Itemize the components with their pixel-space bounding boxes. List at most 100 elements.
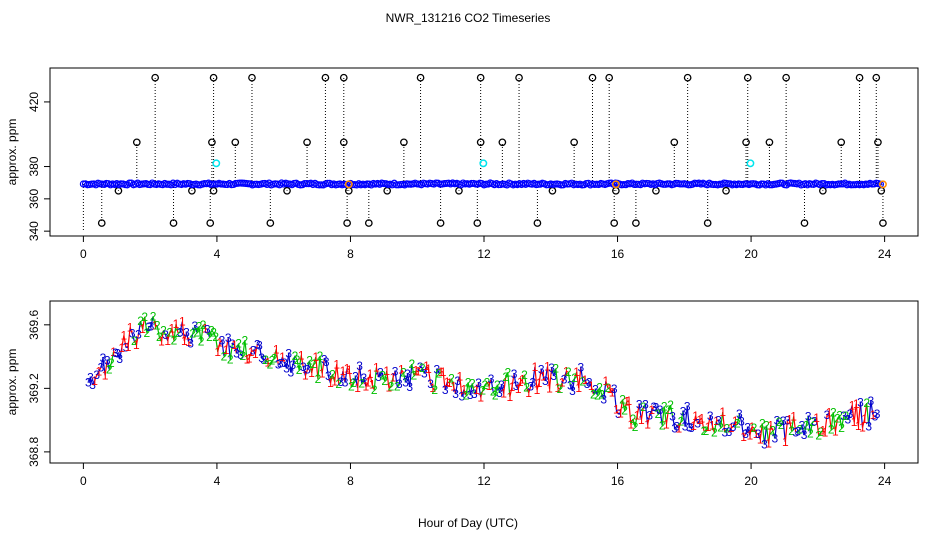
figure-title: NWR_131216 CO2 Timeseries bbox=[386, 11, 551, 25]
top-outlier-mid-13 bbox=[874, 138, 882, 147]
bottom-x-tick-label-0: 0 bbox=[80, 474, 87, 488]
bottom-series-segment-13 bbox=[113, 351, 116, 354]
bottom-series-segment-93 bbox=[279, 356, 284, 364]
bottom-series-segment-372 bbox=[861, 418, 866, 428]
bottom-series-segment-341 bbox=[797, 428, 801, 432]
bottom-series-segment-359 bbox=[834, 418, 839, 432]
bottom-series-segment-249 bbox=[605, 381, 609, 389]
top-baseline-point-337 bbox=[782, 181, 791, 189]
bottom-series-segment-231 bbox=[567, 371, 571, 386]
bottom-series-segment-37 bbox=[162, 330, 167, 336]
bottom-series-segment-190 bbox=[482, 384, 486, 391]
top-outlier-mid-9 bbox=[670, 138, 679, 147]
bottom-series-segment-340 bbox=[795, 430, 799, 433]
bottom-series-segment-298 bbox=[707, 415, 711, 427]
top-outlier-low-4 bbox=[343, 219, 351, 227]
bottom-series-segment-196 bbox=[494, 384, 498, 396]
bottom-x-tick-label-3: 12 bbox=[477, 474, 491, 488]
bottom-series-segment-52 bbox=[194, 325, 198, 333]
bottom-series-segment-287 bbox=[684, 406, 688, 427]
top-outlier-high-3 bbox=[321, 73, 330, 82]
bottom-series-segment-254 bbox=[615, 409, 619, 415]
bottom-series-segment-165 bbox=[430, 383, 434, 389]
bottom-series-segment-343 bbox=[801, 425, 805, 436]
bottom-series-segment-102 bbox=[298, 355, 302, 371]
bottom-series-segment-334 bbox=[782, 421, 786, 442]
bottom-series-segment-117 bbox=[329, 374, 334, 384]
bottom-series-segment-110 bbox=[315, 356, 319, 379]
bottom-series-segment-111 bbox=[317, 355, 321, 379]
bottom-series-segment-78 bbox=[248, 351, 252, 359]
bottom-x-tick-label-5: 20 bbox=[744, 474, 758, 488]
bottom-series-segment-185 bbox=[471, 383, 475, 395]
bottom-series-segment-346 bbox=[807, 416, 811, 434]
bottom-series-segment-61 bbox=[213, 332, 217, 338]
top-outlier-low-11 bbox=[703, 219, 712, 227]
bottom-series-segment-32 bbox=[152, 316, 156, 326]
top-outlier-high-11 bbox=[743, 73, 752, 82]
bottom-series-segment-99 bbox=[292, 355, 296, 366]
bottom-series-segment-4 bbox=[94, 374, 98, 382]
bottom-series-segment-39 bbox=[167, 332, 171, 341]
bottom-series-segment-273 bbox=[655, 407, 659, 415]
bottom-series-segment-72 bbox=[235, 343, 240, 354]
bottom-series-segment-198 bbox=[498, 384, 503, 393]
bottom-series-segment-168 bbox=[436, 369, 440, 374]
bottom-series-segment-282 bbox=[674, 426, 678, 429]
top-outlier-high-5 bbox=[416, 73, 425, 82]
bottom-series-segment-79 bbox=[250, 350, 254, 353]
top-x-tick-label-5: 20 bbox=[744, 247, 758, 261]
bottom-series-segment-305 bbox=[722, 412, 726, 433]
top-outlier-low-9 bbox=[610, 219, 619, 227]
top-outlier-low-6 bbox=[436, 219, 445, 227]
bottom-series-segment-253 bbox=[613, 388, 617, 410]
bottom-series-segment-11 bbox=[108, 363, 112, 370]
bottom-series-segment-16 bbox=[119, 347, 123, 360]
bottom-series-segment-266 bbox=[640, 406, 645, 421]
bottom-series-segment-223 bbox=[551, 367, 555, 377]
top-outlier-high-14 bbox=[872, 73, 881, 82]
bottom-series-segment-335 bbox=[784, 420, 788, 442]
bottom-series-segment-286 bbox=[682, 411, 686, 427]
bottom-series-segment-276 bbox=[661, 406, 665, 426]
bottom-series-segment-59 bbox=[208, 330, 213, 338]
bottom-series-segment-81 bbox=[254, 344, 258, 355]
bottom-series-segment-263 bbox=[634, 415, 638, 427]
top-x-tick-label-2: 8 bbox=[347, 247, 354, 261]
bottom-series-segment-108 bbox=[311, 363, 315, 374]
top-outlier-high-4 bbox=[339, 73, 348, 82]
top-outlier-mid-3 bbox=[303, 138, 311, 147]
bottom-series-segment-338 bbox=[790, 416, 795, 431]
bottom-series-segment-356 bbox=[828, 412, 832, 430]
bottom-series-segment-76 bbox=[244, 340, 248, 360]
bottom-series-segment-378 bbox=[874, 413, 878, 418]
bottom-series-segment-27 bbox=[142, 316, 146, 330]
bottom-series-segment-245 bbox=[596, 387, 601, 396]
top-outlier-low-12 bbox=[800, 219, 809, 227]
bottom-series-segment-284 bbox=[678, 421, 682, 429]
bottom-series-segment-325 bbox=[763, 425, 768, 445]
bottom-series-segment-350 bbox=[815, 417, 820, 436]
bottom-series-segment-370 bbox=[857, 402, 862, 427]
top-orange-point-2 bbox=[878, 180, 887, 189]
bottom-series-segment-97 bbox=[288, 353, 292, 373]
bottom-series-segment-313 bbox=[738, 413, 743, 422]
bottom-y-tick-label-0: 368.8 bbox=[27, 437, 41, 467]
bottom-series-segment-184 bbox=[469, 383, 473, 396]
bottom-series-segment-362 bbox=[841, 416, 845, 429]
bottom-series-segment-324 bbox=[761, 423, 766, 445]
bottom-series-segment-361 bbox=[838, 415, 843, 429]
x-axis-label: Hour of Day (UTC) bbox=[418, 516, 518, 530]
bottom-series-segment-258 bbox=[624, 401, 628, 411]
bottom-series-segment-280 bbox=[669, 404, 674, 417]
bottom-series-segment-86 bbox=[265, 359, 269, 363]
top-x-tick-label-4: 16 bbox=[611, 247, 625, 261]
top-x-tick-label-3: 12 bbox=[477, 247, 491, 261]
top-outlier-near-11 bbox=[819, 186, 827, 195]
bottom-series-segment-317 bbox=[747, 427, 751, 436]
top-cyan-point-2 bbox=[746, 159, 755, 168]
top-outlier-high-10 bbox=[683, 73, 692, 82]
top-outlier-low-3 bbox=[266, 219, 275, 227]
bottom-series-segment-211 bbox=[526, 387, 530, 394]
bottom-series-segment-171 bbox=[442, 371, 446, 391]
